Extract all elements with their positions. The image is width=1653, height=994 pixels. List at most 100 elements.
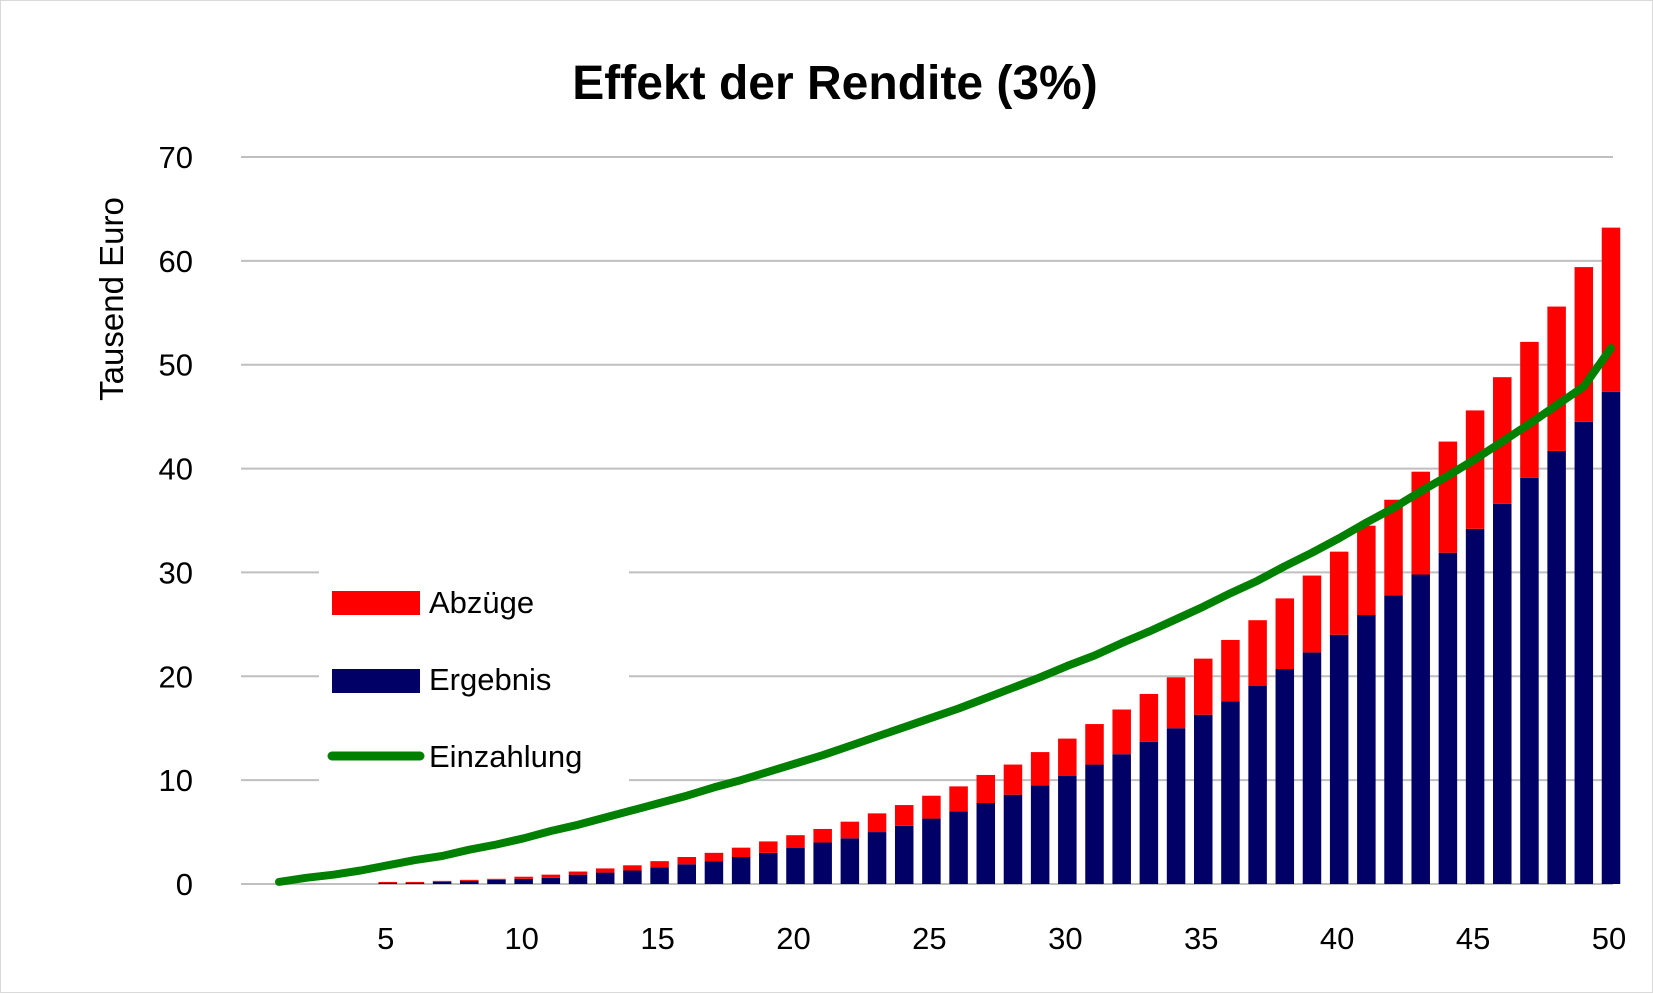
bar-ergebnis	[677, 864, 697, 884]
x-tick-label: 45	[1456, 921, 1490, 956]
bar-ergebnis	[460, 880, 479, 884]
bar-ergebnis	[731, 856, 751, 884]
x-tick-label: 50	[1592, 921, 1626, 956]
bar-abzuege	[677, 856, 697, 865]
bar-abzuege	[1302, 575, 1322, 653]
bar-abzuege	[1085, 724, 1104, 765]
bar-ergebnis	[976, 802, 996, 884]
x-tick-label: 20	[776, 921, 810, 956]
bar-ergebnis	[1112, 754, 1131, 884]
y-tick-label: 70	[159, 140, 193, 175]
bar-ergebnis	[487, 879, 506, 884]
x-axis-ticks: 5 10 15 20 25 30 35 40 45 50	[377, 921, 1626, 956]
x-tick-label: 10	[504, 921, 538, 956]
bar-ergebnis	[1574, 421, 1594, 884]
bar-ergebnis	[1193, 714, 1213, 884]
bar-abzuege	[894, 805, 914, 826]
bar-ergebnis	[1085, 764, 1104, 884]
bar-abzuege	[514, 876, 533, 879]
y-tick-label: 60	[159, 244, 193, 279]
bar-abzuege	[1547, 306, 1566, 451]
bar-abzuege	[867, 813, 887, 833]
x-tick-label: 40	[1320, 921, 1354, 956]
chart-title: Effekt der Rendite (3%)	[572, 57, 1097, 110]
bar-ergebnis	[1601, 391, 1621, 884]
y-axis-ticks: 0 10 20 30 40 50 60 70	[159, 140, 193, 902]
bar-abzuege	[731, 847, 751, 857]
bar-abzuege	[1003, 764, 1023, 795]
legend-label-einzahlung: Einzahlung	[429, 739, 582, 774]
bar-ergebnis	[568, 874, 588, 884]
bar-ergebnis	[922, 818, 941, 884]
bar-abzuege	[976, 774, 996, 803]
legend: Abzüge Ergebnis Einzahlung	[319, 567, 629, 787]
x-tick-label: 35	[1184, 921, 1218, 956]
y-tick-label: 50	[159, 348, 193, 383]
bar-abzuege	[1357, 525, 1376, 616]
bar-ergebnis	[1384, 595, 1403, 884]
bar-ergebnis	[405, 882, 425, 884]
bar-abzuege	[595, 868, 615, 873]
bar-ergebnis	[1166, 728, 1186, 884]
bar-ergebnis	[1520, 477, 1539, 884]
bar-ergebnis	[378, 882, 397, 884]
bar-abzuege	[1112, 709, 1131, 755]
bar-ergebnis	[1547, 450, 1566, 884]
legend-swatch-ergebnis	[332, 669, 420, 693]
bar-abzuege	[1193, 658, 1213, 715]
bar-abzuege	[1574, 267, 1594, 422]
bar-abzuege	[432, 880, 452, 882]
bar-abzuege	[1465, 410, 1485, 529]
bar-abzuege	[1248, 620, 1267, 686]
bar-ergebnis	[650, 867, 669, 884]
bar-abzuege	[704, 852, 724, 862]
bar-ergebnis	[1411, 574, 1430, 884]
bar-abzuege	[487, 878, 506, 880]
bar-ergebnis	[1003, 794, 1023, 884]
bar-abzuege	[650, 861, 669, 868]
legend-swatch-abzuege	[332, 591, 420, 615]
bar-abzuege	[922, 795, 941, 819]
bar-abzuege	[813, 828, 832, 843]
bar-ergebnis	[1275, 669, 1295, 884]
bar-ergebnis	[432, 881, 452, 884]
y-tick-label: 0	[176, 867, 193, 902]
bar-abzuege	[1166, 677, 1186, 729]
bar-ergebnis	[541, 877, 561, 884]
bar-abzuege	[786, 835, 805, 848]
bar-abzuege	[949, 786, 968, 812]
bar-ergebnis	[1329, 634, 1349, 884]
bar-ergebnis	[840, 838, 860, 884]
bar-ergebnis	[1030, 785, 1050, 884]
x-tick-label: 5	[377, 921, 394, 956]
bar-abzuege	[1438, 441, 1458, 553]
line-einzahlung	[275, 344, 1615, 886]
y-tick-label: 30	[159, 555, 193, 590]
bar-ergebnis	[949, 811, 968, 884]
bar-ergebnis	[1302, 652, 1322, 884]
bar-abzuege	[378, 881, 397, 883]
bar-abzuege	[759, 841, 778, 853]
bar-ergebnis	[759, 852, 778, 884]
bar-ergebnis	[595, 872, 615, 884]
bar-abzuege	[1030, 752, 1050, 786]
bar-abzuege	[840, 821, 860, 839]
bar-abzuege	[541, 874, 561, 878]
bar-ergebnis	[813, 842, 832, 884]
bar-abzuege	[1384, 499, 1403, 596]
bar-ergebnis	[514, 878, 533, 884]
bar-ergebnis	[623, 870, 642, 884]
bar-abzuege	[1058, 738, 1077, 776]
bar-ergebnis	[1357, 615, 1376, 884]
bar-abzuege	[1139, 693, 1159, 742]
bar-ergebnis	[1058, 775, 1077, 884]
legend-label-ergebnis: Ergebnis	[429, 662, 551, 697]
einzahlung-line-layer	[275, 344, 1615, 886]
bar-ergebnis	[1221, 701, 1240, 884]
bar-abzuege	[1275, 598, 1295, 670]
bar-ergebnis	[894, 825, 914, 884]
y-axis-label: Tausend Euro	[93, 197, 130, 401]
bar-ergebnis	[1438, 552, 1458, 884]
